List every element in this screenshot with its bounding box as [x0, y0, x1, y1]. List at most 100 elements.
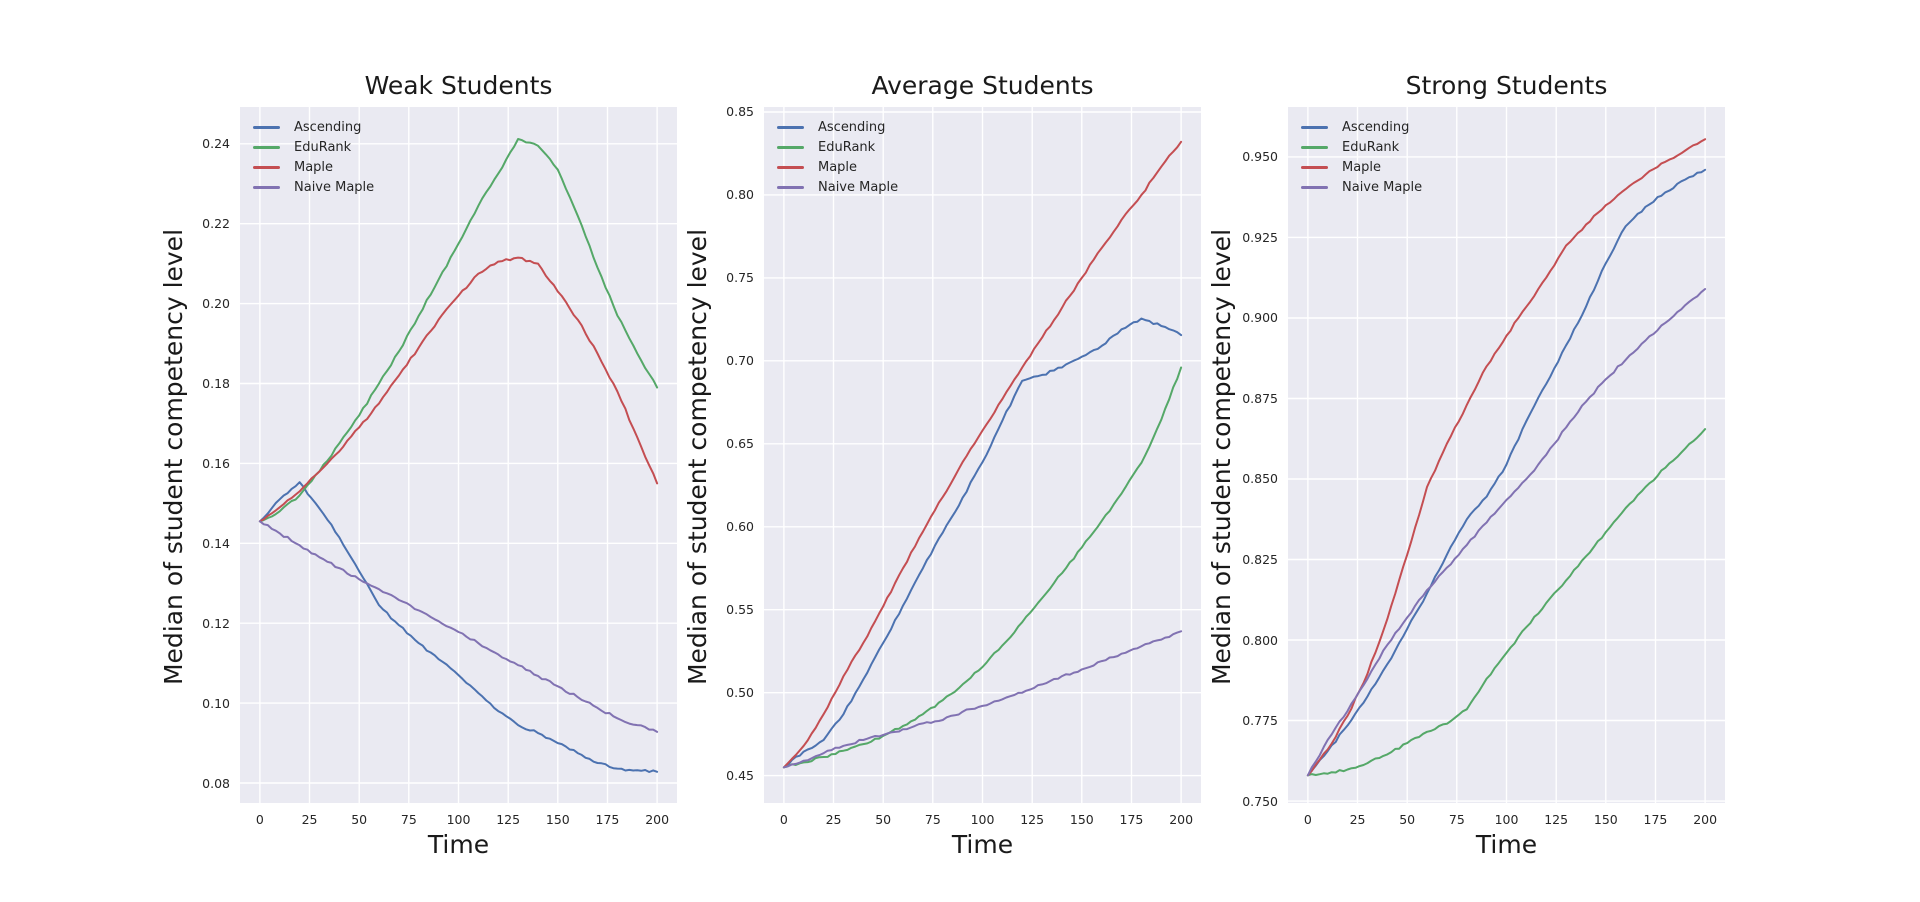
plot-area: Ascending EduRank Maple Naive Maple — [764, 107, 1201, 803]
plot-area: Ascending EduRank Maple Naive Maple — [240, 107, 677, 803]
y-tick-label: 0.24 — [202, 136, 230, 152]
y-tick-label: 0.12 — [202, 615, 230, 631]
y-tick-label: 0.14 — [202, 535, 230, 551]
x-tick-label: 25 — [1349, 812, 1366, 827]
y-tick-label: 0.70 — [726, 353, 754, 369]
x-tick-label: 200 — [1169, 812, 1194, 827]
chart-title: Strong Students — [1405, 71, 1608, 100]
legend-label: EduRank — [294, 139, 352, 155]
legend-line-maple — [253, 165, 280, 169]
x-tick-label: 150 — [1593, 812, 1618, 827]
legend: Ascending EduRank Maple Naive Maple — [1301, 117, 1422, 197]
x-axis-label: Time — [1475, 830, 1538, 859]
legend-label: Naive Maple — [818, 179, 899, 195]
legend-label: Ascending — [1342, 119, 1410, 135]
y-tick-label: 0.45 — [726, 768, 754, 784]
legend-line-edurank — [777, 145, 804, 149]
plot-canvas — [240, 107, 677, 803]
legend-line-naive-maple — [777, 185, 804, 189]
x-tick-label: 150 — [545, 812, 570, 827]
y-tick-label: 0.800 — [1242, 632, 1278, 648]
x-tick-label: 175 — [1119, 812, 1144, 827]
legend-item-ascending: Ascending — [777, 117, 898, 137]
legend-line-edurank — [253, 145, 280, 149]
y-tick-label: 0.875 — [1242, 390, 1278, 406]
x-axis-label: Time — [427, 830, 490, 859]
plot-area: Ascending EduRank Maple Naive Maple — [1288, 107, 1725, 803]
y-tick-label: 0.900 — [1242, 310, 1278, 326]
legend-item-naive-maple: Naive Maple — [777, 177, 898, 197]
legend-line-maple — [1301, 165, 1328, 169]
y-tick-label: 0.20 — [202, 296, 230, 312]
y-tick-label: 0.85 — [726, 104, 754, 120]
x-tick-label: 0 — [255, 812, 264, 827]
legend-line-ascending — [253, 125, 280, 129]
y-tick-label: 0.750 — [1242, 793, 1278, 809]
x-tick-label: 175 — [595, 812, 620, 827]
legend-item-maple: Maple — [253, 157, 374, 177]
x-tick-label: 175 — [1643, 812, 1668, 827]
legend: Ascending EduRank Maple Naive Maple — [253, 117, 374, 197]
x-tick-label: 150 — [1069, 812, 1094, 827]
y-tick-label: 0.80 — [726, 187, 754, 203]
plot-canvas — [764, 107, 1201, 803]
legend-label: Maple — [1342, 159, 1382, 175]
y-tick-label: 0.925 — [1242, 229, 1278, 245]
x-tick-label: 125 — [1544, 812, 1569, 827]
y-tick-label: 0.850 — [1242, 471, 1278, 487]
y-tick-label: 0.950 — [1242, 149, 1278, 165]
legend-label: Maple — [818, 159, 858, 175]
legend-line-ascending — [1301, 125, 1328, 129]
y-tick-label: 0.16 — [202, 455, 230, 471]
x-tick-label: 100 — [1494, 812, 1519, 827]
y-tick-label: 0.65 — [726, 436, 754, 452]
legend-item-maple: Maple — [777, 157, 898, 177]
legend-label: Ascending — [818, 119, 886, 135]
y-tick-label: 0.18 — [202, 375, 230, 391]
legend-label: Naive Maple — [1342, 179, 1423, 195]
x-tick-label: 75 — [924, 812, 941, 827]
y-tick-label: 0.60 — [726, 519, 754, 535]
plot-canvas — [1288, 107, 1725, 803]
legend-item-naive-maple: Naive Maple — [1301, 177, 1422, 197]
y-tick-label: 0.22 — [202, 216, 230, 232]
y-tick-label: 0.50 — [726, 685, 754, 701]
legend-line-naive-maple — [253, 185, 280, 189]
legend-label: Naive Maple — [294, 179, 375, 195]
y-tick-label: 0.825 — [1242, 552, 1278, 567]
legend: Ascending EduRank Maple Naive Maple — [777, 117, 898, 197]
x-tick-label: 50 — [1399, 812, 1416, 827]
x-tick-label: 125 — [1020, 812, 1045, 827]
legend-item-maple: Maple — [1301, 157, 1422, 177]
x-tick-label: 100 — [970, 812, 995, 827]
legend-item-edurank: EduRank — [1301, 137, 1422, 157]
legend-label: Maple — [294, 159, 334, 175]
x-tick-label: 75 — [1448, 812, 1465, 827]
x-tick-label: 50 — [351, 812, 368, 827]
legend-label: EduRank — [1342, 139, 1400, 155]
y-tick-label: 0.75 — [726, 270, 754, 286]
legend-item-edurank: EduRank — [253, 137, 374, 157]
x-tick-label: 100 — [446, 812, 471, 827]
y-tick-label: 0.55 — [726, 602, 754, 618]
legend-line-naive-maple — [1301, 185, 1328, 189]
x-tick-label: 125 — [496, 812, 521, 827]
legend-label: Ascending — [294, 119, 362, 135]
y-tick-label: 0.775 — [1242, 713, 1278, 729]
chart-title: Weak Students — [364, 71, 553, 100]
x-tick-label: 0 — [1303, 812, 1312, 827]
y-axis-label: Median of student competency level — [1207, 228, 1236, 686]
chart-title: Average Students — [871, 71, 1094, 100]
x-tick-label: 25 — [825, 812, 842, 827]
legend-item-ascending: Ascending — [253, 117, 374, 137]
x-tick-label: 0 — [779, 812, 788, 827]
legend-item-naive-maple: Naive Maple — [253, 177, 374, 197]
x-tick-label: 200 — [1693, 812, 1718, 827]
legend-label: EduRank — [818, 139, 876, 155]
legend-line-maple — [777, 165, 804, 169]
x-tick-label: 200 — [645, 812, 670, 827]
